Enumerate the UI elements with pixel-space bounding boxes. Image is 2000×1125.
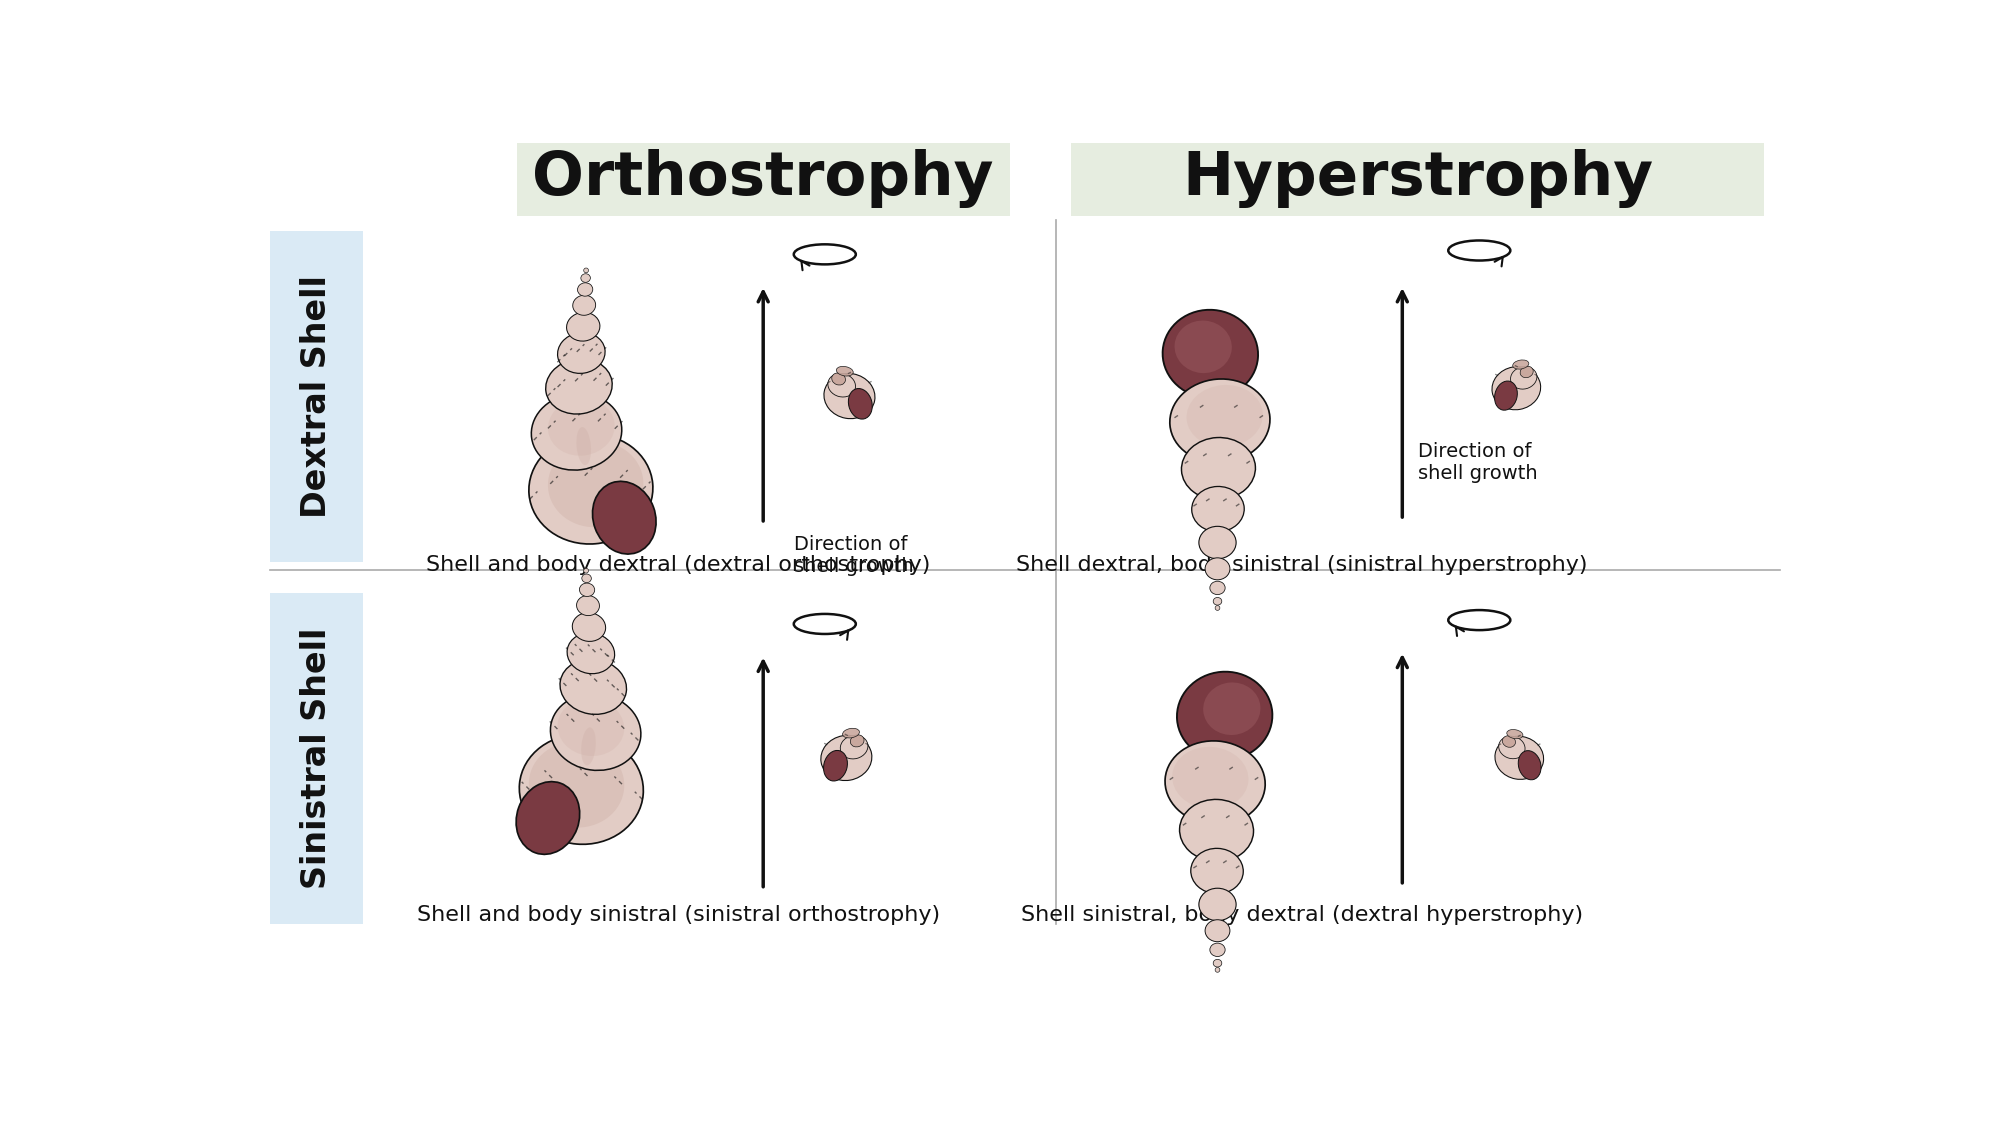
Ellipse shape bbox=[1498, 736, 1526, 758]
Text: Orthostrophy: Orthostrophy bbox=[532, 150, 994, 208]
Ellipse shape bbox=[1518, 750, 1542, 780]
Ellipse shape bbox=[1204, 683, 1260, 735]
Ellipse shape bbox=[560, 659, 626, 714]
Ellipse shape bbox=[836, 367, 854, 376]
Ellipse shape bbox=[1172, 747, 1248, 809]
Ellipse shape bbox=[584, 268, 588, 272]
Ellipse shape bbox=[1190, 848, 1244, 893]
Ellipse shape bbox=[528, 789, 572, 843]
Ellipse shape bbox=[592, 482, 656, 554]
Ellipse shape bbox=[1182, 438, 1256, 500]
Ellipse shape bbox=[1176, 672, 1272, 761]
Text: Shell sinistral, body dextral (dextral hyperstrophy): Shell sinistral, body dextral (dextral h… bbox=[1022, 904, 1584, 925]
Ellipse shape bbox=[572, 613, 606, 641]
Ellipse shape bbox=[1216, 968, 1220, 972]
FancyBboxPatch shape bbox=[1072, 143, 1764, 216]
Ellipse shape bbox=[832, 374, 846, 385]
Ellipse shape bbox=[1198, 889, 1236, 920]
Ellipse shape bbox=[1162, 309, 1258, 398]
Ellipse shape bbox=[528, 434, 652, 544]
Ellipse shape bbox=[584, 568, 588, 573]
Ellipse shape bbox=[828, 374, 856, 397]
Ellipse shape bbox=[848, 388, 872, 420]
Ellipse shape bbox=[1170, 379, 1270, 462]
Ellipse shape bbox=[1186, 385, 1262, 447]
Ellipse shape bbox=[1206, 558, 1230, 579]
Ellipse shape bbox=[1174, 321, 1232, 374]
Ellipse shape bbox=[568, 633, 614, 674]
Ellipse shape bbox=[572, 295, 596, 315]
Text: Shell and body sinistral (sinistral orthostrophy): Shell and body sinistral (sinistral orth… bbox=[416, 904, 940, 925]
Ellipse shape bbox=[1180, 800, 1254, 862]
Text: Dextral Shell: Dextral Shell bbox=[300, 276, 334, 519]
Ellipse shape bbox=[580, 583, 594, 596]
Ellipse shape bbox=[1494, 381, 1518, 411]
Text: Sinistral Shell: Sinistral Shell bbox=[300, 628, 334, 890]
Ellipse shape bbox=[1494, 736, 1544, 780]
Ellipse shape bbox=[528, 741, 624, 828]
Ellipse shape bbox=[548, 441, 644, 528]
Text: Shell and body dextral (dextral orthostrophy): Shell and body dextral (dextral orthostr… bbox=[426, 555, 930, 575]
Ellipse shape bbox=[1216, 605, 1220, 611]
Ellipse shape bbox=[566, 313, 600, 341]
Ellipse shape bbox=[820, 736, 872, 781]
Ellipse shape bbox=[548, 398, 614, 456]
Ellipse shape bbox=[1210, 582, 1226, 595]
FancyBboxPatch shape bbox=[516, 143, 1010, 216]
Ellipse shape bbox=[580, 273, 590, 282]
Ellipse shape bbox=[520, 735, 644, 844]
Ellipse shape bbox=[1512, 360, 1528, 369]
FancyBboxPatch shape bbox=[270, 232, 362, 562]
Text: Direction of
shell growth: Direction of shell growth bbox=[794, 536, 914, 576]
Ellipse shape bbox=[600, 488, 644, 542]
Ellipse shape bbox=[1198, 526, 1236, 559]
Ellipse shape bbox=[840, 736, 868, 759]
Ellipse shape bbox=[576, 428, 592, 465]
Ellipse shape bbox=[1192, 486, 1244, 532]
Ellipse shape bbox=[1506, 729, 1522, 739]
Ellipse shape bbox=[1510, 367, 1536, 389]
Ellipse shape bbox=[1166, 741, 1266, 825]
Ellipse shape bbox=[824, 750, 848, 781]
Ellipse shape bbox=[582, 728, 596, 765]
Ellipse shape bbox=[1214, 597, 1222, 605]
Ellipse shape bbox=[576, 595, 600, 615]
Ellipse shape bbox=[582, 574, 592, 583]
Ellipse shape bbox=[1520, 366, 1534, 378]
Text: Hyperstrophy: Hyperstrophy bbox=[1182, 150, 1654, 208]
Ellipse shape bbox=[558, 333, 606, 374]
Ellipse shape bbox=[1492, 367, 1540, 410]
Ellipse shape bbox=[842, 728, 860, 738]
Ellipse shape bbox=[1214, 960, 1222, 968]
Ellipse shape bbox=[824, 374, 874, 418]
Ellipse shape bbox=[578, 282, 592, 296]
FancyBboxPatch shape bbox=[270, 593, 362, 925]
Ellipse shape bbox=[1210, 943, 1226, 956]
Text: Shell dextral, body sinistral (sinistral hyperstrophy): Shell dextral, body sinistral (sinistral… bbox=[1016, 555, 1588, 575]
Ellipse shape bbox=[532, 394, 622, 470]
Ellipse shape bbox=[558, 699, 624, 756]
Ellipse shape bbox=[1206, 920, 1230, 942]
Ellipse shape bbox=[546, 359, 612, 414]
Ellipse shape bbox=[516, 782, 580, 854]
Ellipse shape bbox=[1502, 736, 1516, 747]
Text: Direction of
shell growth: Direction of shell growth bbox=[1418, 442, 1538, 483]
Ellipse shape bbox=[550, 694, 640, 771]
Ellipse shape bbox=[850, 735, 864, 747]
